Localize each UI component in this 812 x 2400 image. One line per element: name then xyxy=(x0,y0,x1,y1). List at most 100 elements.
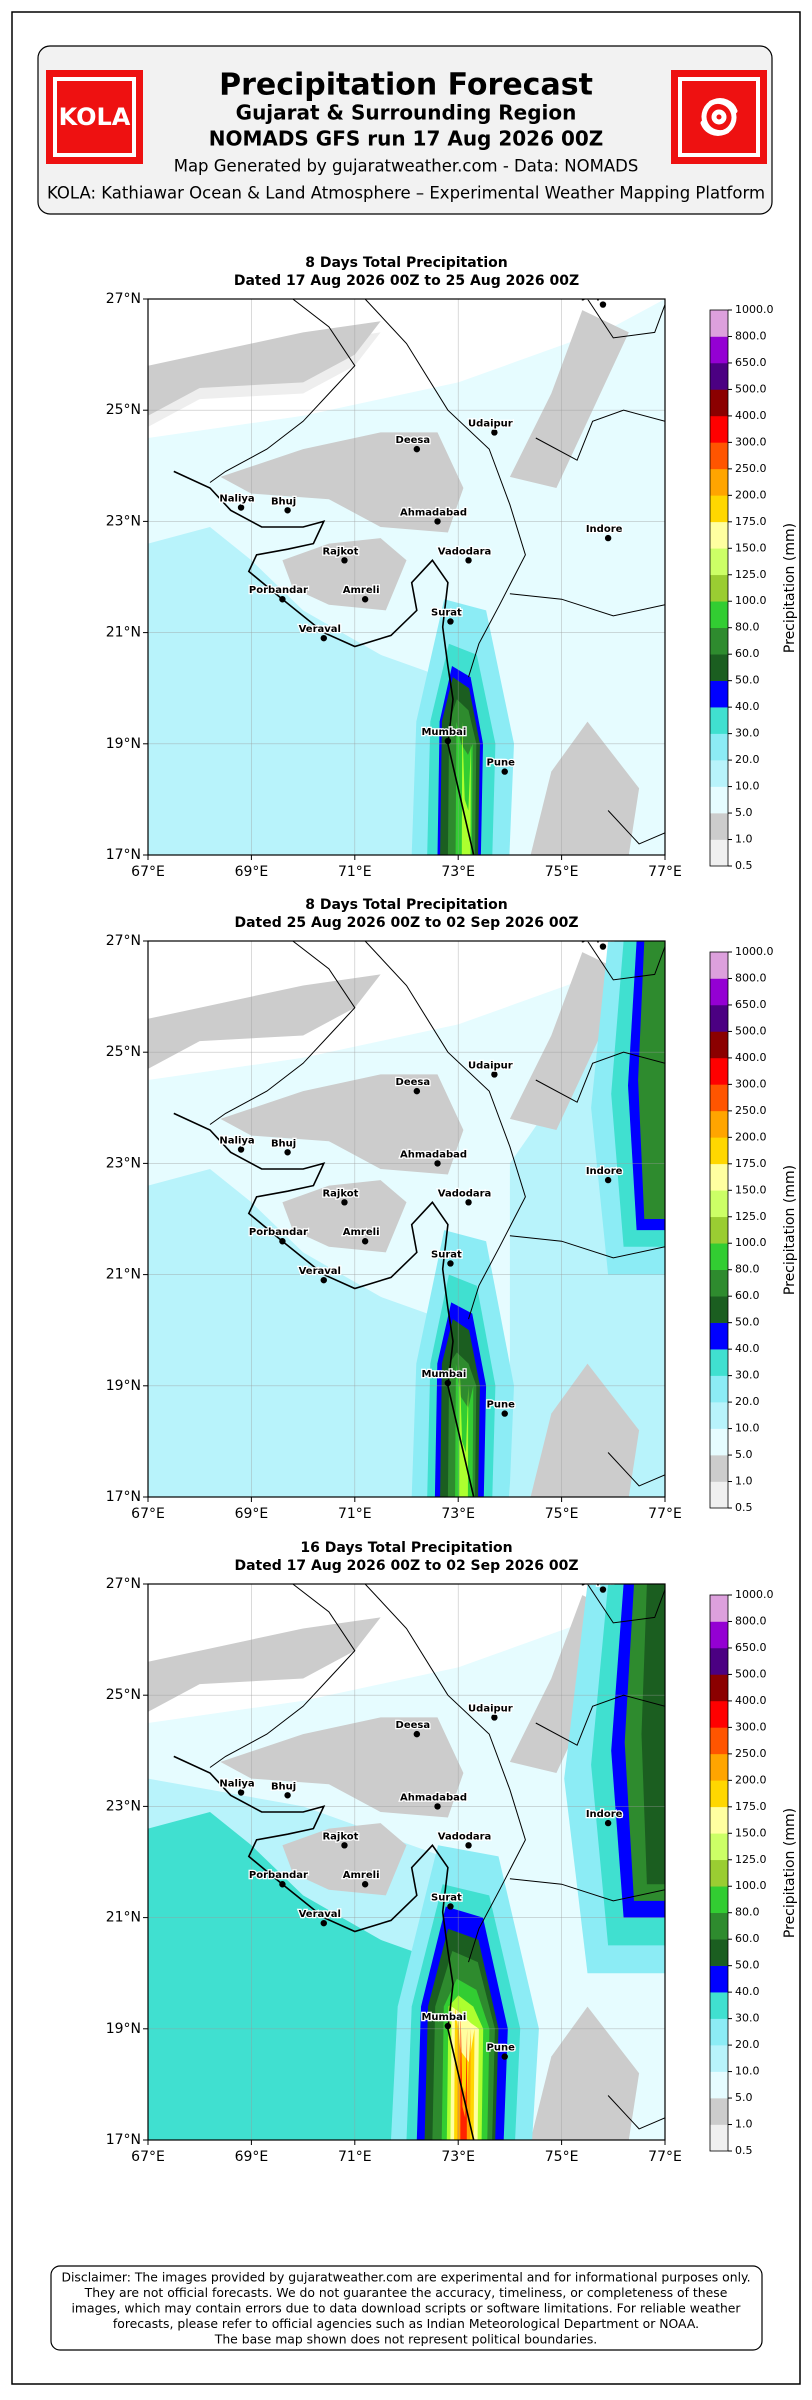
colorbar-label: 250.0 xyxy=(735,1104,767,1117)
city-dot xyxy=(447,618,454,625)
disclaimer-line: forecasts, please refer to official agen… xyxy=(113,2316,699,2331)
city-label: Udaipur xyxy=(468,418,513,429)
precip-contour xyxy=(148,1169,453,1497)
colorbar-swatch xyxy=(710,1992,728,2019)
city-label: Mumbai xyxy=(421,2012,466,2023)
colorbar-label: 30.0 xyxy=(735,1369,760,1382)
city-dot xyxy=(444,737,452,745)
colorbar-swatch xyxy=(710,2018,728,2046)
colorbar-label: 175.0 xyxy=(735,515,767,528)
city-dot xyxy=(284,507,291,514)
colorbar-swatch xyxy=(710,1137,728,1165)
city-dot xyxy=(413,445,421,453)
city-label: Bhuj xyxy=(271,1781,296,1792)
precip-contour xyxy=(220,1074,464,1175)
colorbar-swatch xyxy=(710,1700,728,1728)
city-dot xyxy=(320,1919,327,1927)
colorbar-label: 650.0 xyxy=(735,998,767,1011)
colorbar-label: 400.0 xyxy=(735,1694,767,1707)
city-label: Deesa xyxy=(396,1077,431,1088)
city-label: Jaipur xyxy=(581,933,615,944)
colorbar-swatch xyxy=(710,1595,728,1622)
city-label: Rajkot xyxy=(322,1831,358,1842)
panel-subtitle: Dated 25 Aug 2026 00Z to 02 Sep 2026 00Z xyxy=(234,915,578,931)
colorbar-swatch xyxy=(710,1375,728,1403)
city-label: Porbandar xyxy=(249,1227,308,1238)
colorbar-label: 5.0 xyxy=(735,806,753,819)
city-label: Ahmadabad xyxy=(400,1149,467,1160)
colorbar-label: 30.0 xyxy=(735,2012,760,2025)
colorbar-swatch xyxy=(710,627,728,655)
colorbar-label: 100.0 xyxy=(735,1236,767,1249)
panel-title: 8 Days Total Precipitation xyxy=(305,255,508,271)
colorbar-swatch xyxy=(710,680,728,708)
lat-label: 23°N xyxy=(106,1155,141,1171)
lon-label: 69°E xyxy=(235,864,269,880)
colorbar-label: 1000.0 xyxy=(735,945,774,958)
colorbar-label: 50.0 xyxy=(735,1959,760,1972)
city-dot xyxy=(599,943,607,950)
border xyxy=(509,593,665,617)
colorbar-swatch xyxy=(710,1753,728,1781)
city-dot xyxy=(279,596,286,603)
precip-contour xyxy=(530,721,640,855)
city-dot xyxy=(491,1714,498,1721)
city-dot xyxy=(341,1199,348,1206)
colorbar-label: 80.0 xyxy=(735,621,760,634)
run-info: NOMADS GFS run 17 Aug 2026 00Z xyxy=(209,127,604,151)
city-label: Porbandar xyxy=(249,1870,308,1881)
colorbar-label: 800.0 xyxy=(735,329,767,342)
panel-title: 8 Days Total Precipitation xyxy=(305,897,508,913)
city-dot xyxy=(604,1176,612,1184)
precip-contour xyxy=(282,1823,407,1896)
colorbar-swatch xyxy=(710,1647,728,1675)
border xyxy=(535,1694,665,1746)
city-label: Vadodara xyxy=(438,546,492,557)
city-label: Ahmadabad xyxy=(400,507,467,518)
border xyxy=(607,2095,665,2130)
lon-label: 75°E xyxy=(545,1506,579,1522)
city-label: Vadodara xyxy=(438,1188,492,1199)
lat-label: 19°N xyxy=(106,736,141,752)
colorbar-label: 1000.0 xyxy=(735,303,774,316)
frame xyxy=(11,11,801,2385)
border xyxy=(364,1584,526,1963)
colorbar-swatch xyxy=(710,1110,728,1138)
colorbar-swatch xyxy=(710,389,728,417)
map-area: Jaipur Deesa Udaipur Naliya Bhuj Ahmadabad Ind… xyxy=(148,299,665,855)
lon-label: 73°E xyxy=(441,1506,475,1522)
city-label: Naliya xyxy=(219,494,254,505)
colorbar-label: 125.0 xyxy=(735,1210,767,1223)
colorbar-label: 300.0 xyxy=(735,435,767,448)
precip-contour xyxy=(148,527,453,855)
colorbar-label: 250.0 xyxy=(735,462,767,475)
lon-label: 77°E xyxy=(648,864,682,880)
city-dot xyxy=(320,1276,327,1284)
colorbar-label: 400.0 xyxy=(735,409,767,422)
colorbar-label: 0.5 xyxy=(735,2144,753,2157)
colorbar-label: 1.0 xyxy=(735,833,753,846)
colorbar-swatch xyxy=(710,786,728,814)
lon-label: 71°E xyxy=(338,2149,372,2165)
colorbar-label: 125.0 xyxy=(735,1853,767,1866)
colorbar-label: 100.0 xyxy=(735,594,767,607)
border xyxy=(209,1584,356,1768)
lon-label: 67°E xyxy=(131,2149,165,2165)
precip-contour xyxy=(460,2006,468,2140)
border xyxy=(587,1584,665,1624)
precip-contour xyxy=(641,1584,665,1885)
lat-label: 21°N xyxy=(106,1267,141,1283)
logo-left xyxy=(46,70,143,164)
colorbar-label: 650.0 xyxy=(735,1641,767,1654)
colorbar-label: 650.0 xyxy=(735,356,767,369)
colorbar-frame xyxy=(709,309,729,867)
colorbar-swatch xyxy=(710,336,728,364)
colorbar-swatch xyxy=(710,1833,728,1861)
colorbar-label: 10.0 xyxy=(735,780,760,793)
colorbar-swatch xyxy=(710,1322,728,1350)
city-label: Udaipur xyxy=(468,1060,513,1071)
colorbar-label: 250.0 xyxy=(735,1747,767,1760)
platform: KOLA: Kathiawar Ocean & Land Atmosphere … xyxy=(47,184,765,203)
city-dot xyxy=(501,1410,508,1417)
